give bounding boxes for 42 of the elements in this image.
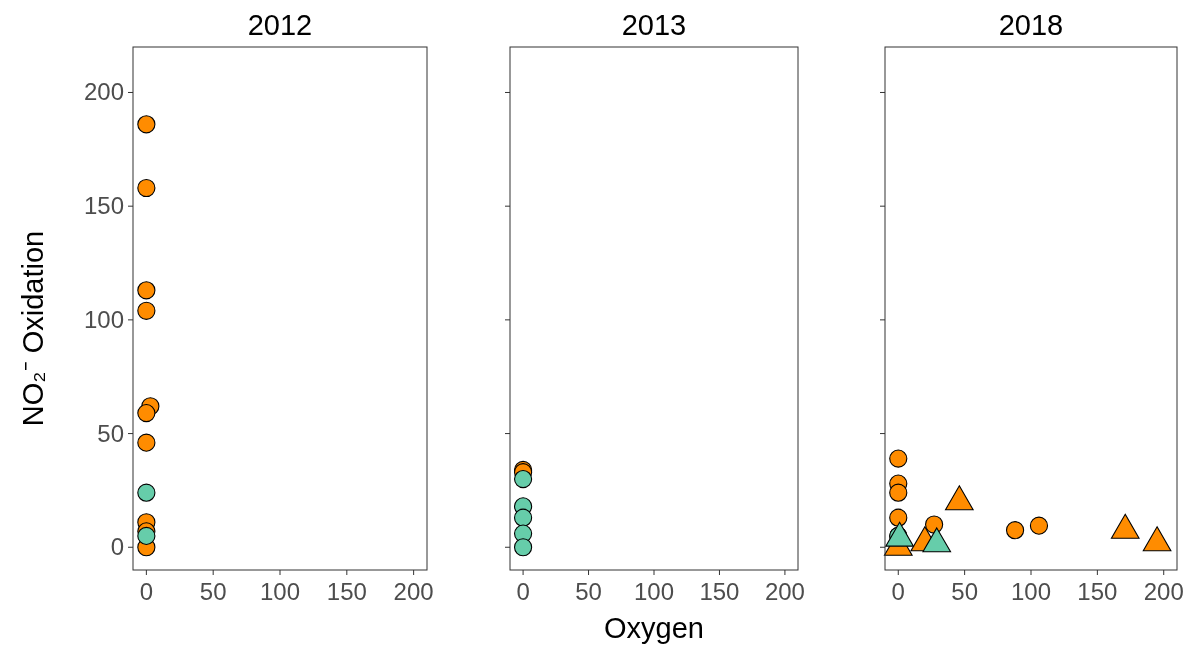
y-tick-label: 0 — [110, 533, 124, 561]
x-tick-label: 0 — [891, 578, 905, 605]
point — [137, 404, 156, 423]
x-tick-label: 100 — [1010, 578, 1052, 605]
point — [137, 526, 156, 545]
x-tick-label: 50 — [575, 578, 602, 605]
point — [885, 521, 914, 547]
point — [513, 469, 533, 489]
x-tick-label: 150 — [699, 578, 740, 605]
x-tick-label: 200 — [1143, 578, 1184, 605]
x-tick-label: 0 — [139, 578, 154, 605]
y-tick-label: 200 — [83, 78, 124, 106]
point — [137, 301, 156, 320]
x-tick-label: 50 — [199, 578, 227, 605]
point — [1110, 513, 1140, 539]
point — [137, 115, 156, 134]
point — [922, 527, 952, 553]
x-tick-label: 200 — [393, 578, 434, 605]
point — [513, 538, 533, 557]
point — [137, 483, 156, 502]
x-tick-label: 200 — [764, 578, 805, 605]
y-axis-title: NO₂⁻ Oxidation — [17, 230, 49, 427]
x-tick-label: 100 — [633, 578, 675, 605]
y-tick-label: 50 — [97, 419, 124, 447]
point — [137, 281, 156, 300]
chart-title: 2018 — [998, 9, 1064, 41]
x-axis-title: Oxygen — [604, 612, 704, 644]
chart-title: 2013 — [621, 9, 687, 41]
point — [889, 449, 908, 468]
point — [889, 483, 908, 502]
point — [137, 433, 156, 452]
y-tick-label: 150 — [83, 192, 124, 220]
x-tick-label: 50 — [951, 578, 978, 605]
x-tick-label: 100 — [259, 578, 301, 605]
x-tick-label: 150 — [326, 578, 367, 605]
point — [1142, 526, 1172, 552]
y-tick-label: 100 — [83, 305, 124, 333]
point — [137, 178, 156, 198]
chart-title: 2012 — [247, 9, 313, 41]
x-tick-label: 0 — [516, 578, 530, 605]
x-tick-label: 150 — [1077, 578, 1118, 605]
point — [513, 508, 533, 527]
